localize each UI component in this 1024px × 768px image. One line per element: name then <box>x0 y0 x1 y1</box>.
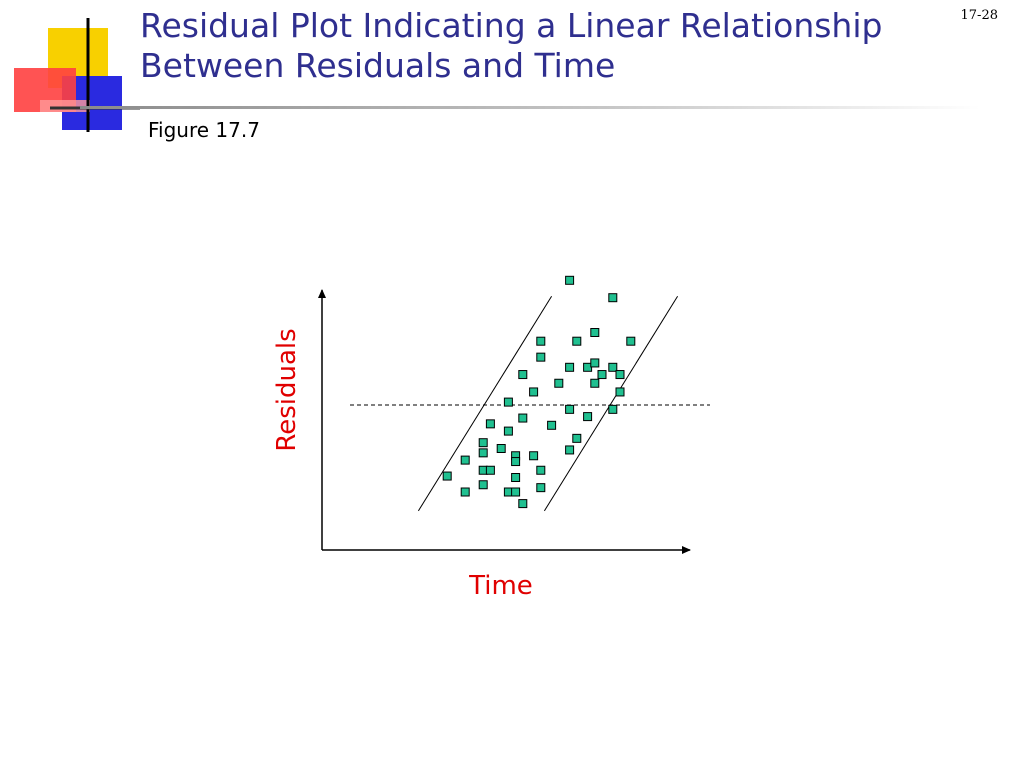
data-point <box>565 362 575 372</box>
data-point <box>478 438 488 448</box>
data-point <box>554 378 564 388</box>
data-point <box>511 473 521 482</box>
data-point <box>460 455 470 465</box>
data-point <box>572 336 582 346</box>
data-point <box>583 412 593 422</box>
trend-band-lower-line <box>543 295 679 512</box>
data-point <box>608 404 618 414</box>
trend-band-upper-line <box>417 295 553 512</box>
data-point <box>478 448 488 458</box>
data-point <box>615 370 625 380</box>
data-point <box>590 358 600 368</box>
slide-number: 17-28 <box>960 8 998 23</box>
data-points <box>442 275 636 509</box>
data-point <box>547 420 557 430</box>
data-point <box>518 370 528 380</box>
data-point <box>608 362 618 372</box>
data-point <box>572 433 582 443</box>
data-point <box>478 480 488 490</box>
data-point <box>518 413 528 423</box>
data-point <box>565 404 575 414</box>
data-point <box>590 378 600 388</box>
data-point <box>536 336 546 346</box>
data-point <box>503 426 513 436</box>
data-point <box>485 419 495 429</box>
slide-title-line-1: Residual Plot Indicating a Linear Relati… <box>140 6 883 45</box>
data-point <box>496 444 506 453</box>
data-point <box>536 352 546 362</box>
data-point <box>608 293 618 303</box>
data-point <box>442 471 452 481</box>
slide-title: Residual Plot Indicating a Linear Relati… <box>140 6 940 86</box>
data-point <box>529 451 539 461</box>
title-divider <box>80 106 980 109</box>
data-point <box>565 275 575 285</box>
slide-title-line-2: Between Residuals and Time <box>140 46 616 85</box>
figure-label: Figure 17.7 <box>148 118 260 142</box>
y-axis-title: Residuals <box>272 328 302 451</box>
x-axis-title: Time <box>468 571 533 601</box>
data-point <box>590 328 600 337</box>
data-point <box>485 465 495 475</box>
data-point <box>529 387 539 397</box>
data-point <box>511 457 521 467</box>
data-point <box>536 483 546 493</box>
data-point <box>626 336 636 346</box>
data-point <box>503 397 513 407</box>
data-point <box>511 487 521 497</box>
data-point <box>536 465 546 475</box>
data-point <box>615 387 625 397</box>
data-point <box>597 370 607 380</box>
data-point <box>460 487 470 497</box>
data-point <box>518 499 528 509</box>
data-point <box>565 445 575 455</box>
